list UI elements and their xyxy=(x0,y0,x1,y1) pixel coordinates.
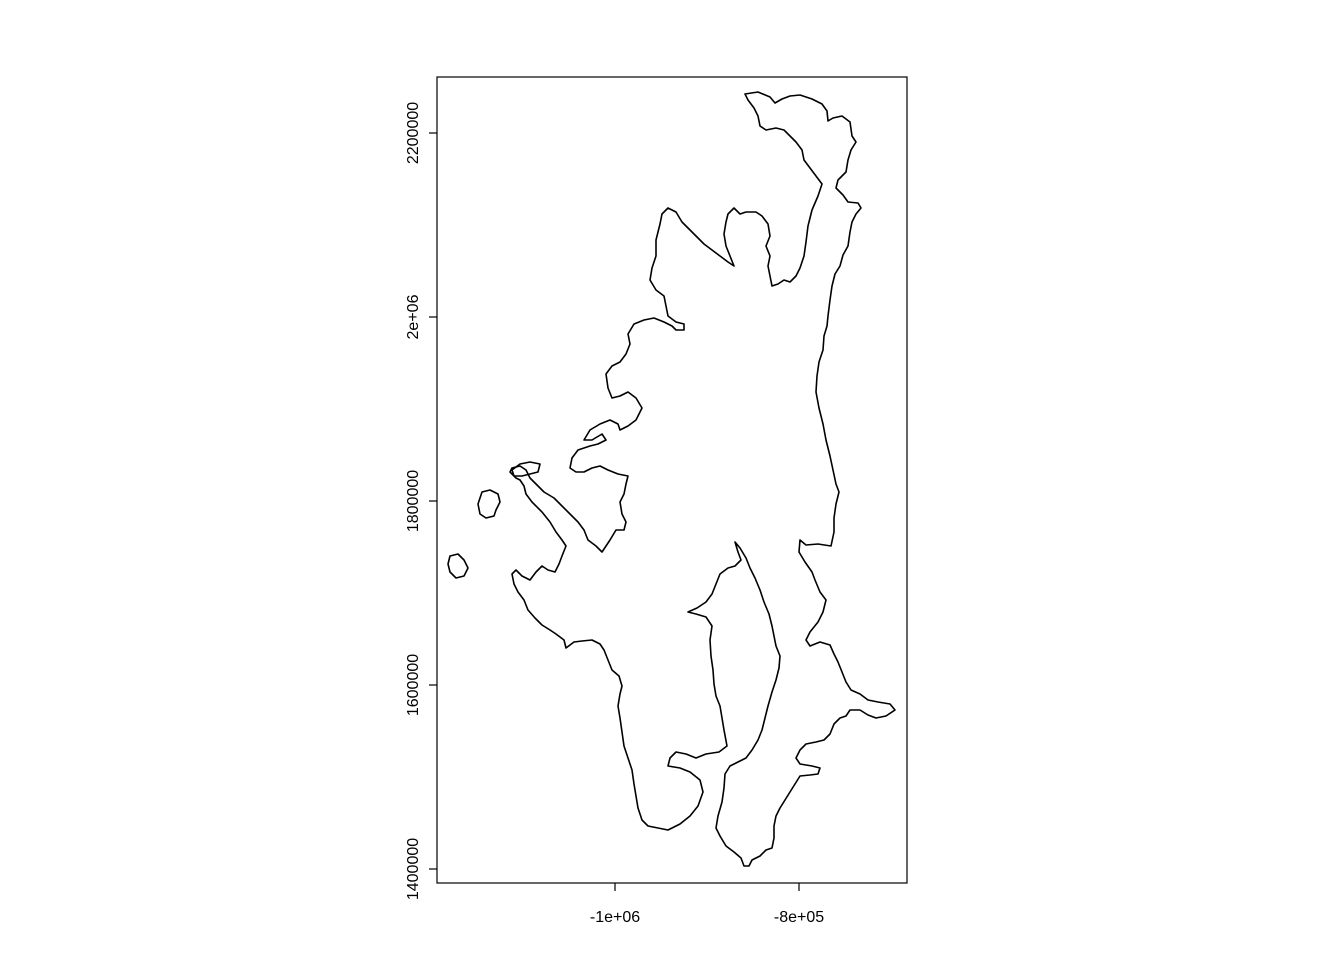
mainland-outline xyxy=(509,91,896,867)
y-tick-label-4: 2e+06 xyxy=(405,294,422,339)
plot-frame xyxy=(436,76,908,884)
island-outline-2 xyxy=(447,553,469,579)
island-outline-3 xyxy=(511,461,541,477)
island-outline-1 xyxy=(477,489,501,519)
y-tick-label-3: 1800000 xyxy=(405,470,422,532)
x-tick-label-2: -8e+05 xyxy=(774,909,824,926)
y-tick-label-2: 1600000 xyxy=(405,654,422,716)
y-tick-label-5: 2200000 xyxy=(405,102,422,164)
x-tick-label-1: -1e+06 xyxy=(590,909,640,926)
y-tick-label-1: 1400000 xyxy=(405,838,422,900)
